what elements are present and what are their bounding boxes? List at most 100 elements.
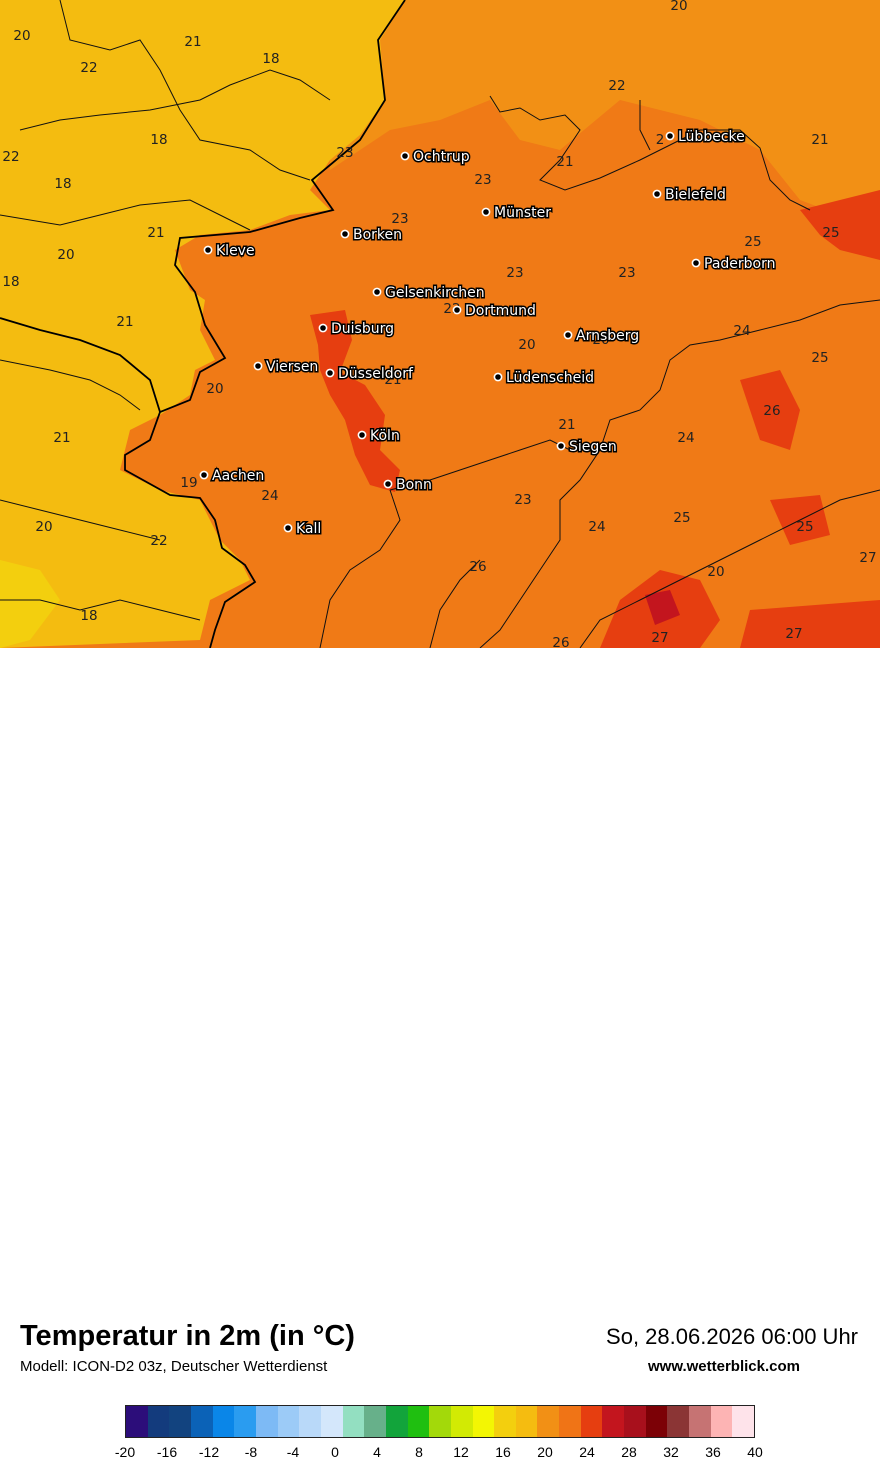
- city-label: Lübbecke: [678, 129, 745, 145]
- temperature-value: 24: [677, 430, 694, 446]
- temperature-value: 20: [13, 28, 30, 44]
- temperature-value: 23: [506, 265, 523, 281]
- legend-color-cell: [342, 1406, 365, 1437]
- warm-zone-orange-light: [330, 0, 880, 230]
- legend-color-cell: [667, 1406, 690, 1437]
- city-label: Düsseldorf: [338, 366, 414, 382]
- city-dot: [652, 189, 662, 199]
- city-dot: [357, 430, 367, 440]
- city-label: Münster: [494, 205, 551, 221]
- hot-zone-rhine: [310, 310, 400, 492]
- city-dot: [481, 207, 491, 217]
- temperature-value: 18: [150, 132, 167, 148]
- city-label: Köln: [370, 428, 400, 444]
- city-marker[interactable]: Münster: [481, 204, 553, 223]
- city-marker[interactable]: Duisburg: [318, 320, 396, 339]
- city-marker[interactable]: Kall: [283, 520, 323, 539]
- legend-tick-label: 0: [331, 1444, 339, 1460]
- temperature-value: 23: [474, 172, 491, 188]
- temperature-value: 24: [588, 519, 605, 535]
- legend-tick-label: -20: [114, 1444, 136, 1460]
- temperature-value: 24: [733, 323, 750, 339]
- temperature-value: 23: [514, 492, 531, 508]
- temperature-value: 25: [744, 234, 761, 250]
- temperature-value: 22: [2, 149, 19, 165]
- city-marker[interactable]: Borken: [340, 226, 404, 245]
- temperature-value: 23: [391, 211, 408, 227]
- temperature-value: 2: [656, 132, 665, 148]
- legend-color-cell: [732, 1406, 755, 1437]
- website-link[interactable]: www.wetterblick.com: [648, 1358, 800, 1375]
- city-marker[interactable]: Viersen: [253, 358, 320, 377]
- forecast-datetime: So, 28.06.2026 06:00 Uhr: [606, 1324, 858, 1349]
- temperature-value: 23: [618, 265, 635, 281]
- city-label: Siegen: [569, 439, 617, 455]
- city-label: Ochtrup: [413, 149, 470, 165]
- temperature-value: 24: [261, 488, 278, 504]
- legend-color-cell: [407, 1406, 430, 1437]
- city-marker[interactable]: Aachen: [199, 467, 266, 486]
- legend-color-cell: [385, 1406, 408, 1437]
- city-label: Aachen: [212, 468, 264, 484]
- temperature-value: 22: [80, 60, 97, 76]
- temperature-value: 27: [785, 626, 802, 642]
- city-dot: [691, 258, 701, 268]
- temperature-value: 27: [859, 550, 876, 566]
- legend-color-cell: [689, 1406, 711, 1437]
- city-marker[interactable]: Bonn: [383, 476, 433, 495]
- legend-tick-label: -12: [198, 1444, 220, 1460]
- legend-color-cell: [559, 1406, 581, 1437]
- city-marker[interactable]: Lübbecke: [665, 128, 746, 147]
- city-marker[interactable]: Bielefeld: [652, 186, 727, 205]
- temperature-value: 20: [670, 0, 687, 14]
- hot-zone-south-edge: [740, 600, 880, 648]
- city-marker[interactable]: Lüdenscheid: [493, 369, 596, 388]
- city-marker[interactable]: Siegen: [556, 438, 618, 457]
- cool-zone-pale-yellow: [0, 560, 60, 648]
- legend-ticks: -20 -16 -12 -8 -4 0 4 8 12 16 20 24 28 32 36 40: [115, 1444, 763, 1464]
- temperature-value: 18: [262, 51, 279, 67]
- city-dot: [318, 323, 328, 333]
- legend-color-cell: [450, 1406, 473, 1437]
- city-marker[interactable]: Köln: [357, 427, 401, 446]
- legend-color-cell: [602, 1406, 625, 1437]
- city-label: Bielefeld: [665, 187, 726, 203]
- city-label: Dortmund: [465, 303, 536, 319]
- map-footer: Temperatur in 2m (in °C) Modell: ICON-D2…: [0, 648, 880, 1460]
- temperature-value: 21: [53, 430, 70, 446]
- city-dot: [253, 361, 263, 371]
- city-marker[interactable]: Kleve: [203, 242, 256, 261]
- legend-color-cell: [472, 1406, 495, 1437]
- city-dot: [563, 330, 573, 340]
- temperature-value: 20: [35, 519, 52, 535]
- city-dot: [283, 523, 293, 533]
- temperature-value: 22: [608, 78, 625, 94]
- temperature-value: 21: [116, 314, 133, 330]
- temperature-value: 25: [673, 510, 690, 526]
- city-marker[interactable]: Dortmund: [452, 302, 537, 321]
- temperature-value: 25: [822, 225, 839, 241]
- city-label: Kleve: [216, 243, 255, 259]
- legend-color-cell: [364, 1406, 386, 1437]
- color-legend: [125, 1405, 755, 1438]
- legend-tick-label: -8: [244, 1444, 258, 1460]
- temperature-value: 21: [556, 154, 573, 170]
- city-marker[interactable]: Ochtrup: [400, 148, 471, 167]
- city-dot: [452, 305, 462, 315]
- city-dot: [325, 368, 335, 378]
- city-dot: [199, 470, 209, 480]
- city-label: Duisburg: [331, 321, 394, 337]
- temperature-value: 25: [811, 350, 828, 366]
- city-marker[interactable]: Arnsberg: [563, 327, 641, 346]
- city-marker[interactable]: Gelsenkirchen: [372, 284, 486, 303]
- temperature-map[interactable]: 20 20 21 18 22 22 18 21 2 23 22 21 23 18 23 21 25 25 20 23 2…: [0, 0, 880, 648]
- legend-color-cell: [429, 1406, 451, 1437]
- city-marker[interactable]: Düsseldorf: [325, 365, 415, 384]
- city-dot: [372, 287, 382, 297]
- city-label: Paderborn: [704, 256, 775, 272]
- temperature-value: 21: [558, 417, 575, 433]
- temperature-value: 23: [336, 145, 353, 161]
- temperature-value: 20: [57, 247, 74, 263]
- temperature-value: 21: [184, 34, 201, 50]
- city-marker[interactable]: Paderborn: [691, 255, 777, 274]
